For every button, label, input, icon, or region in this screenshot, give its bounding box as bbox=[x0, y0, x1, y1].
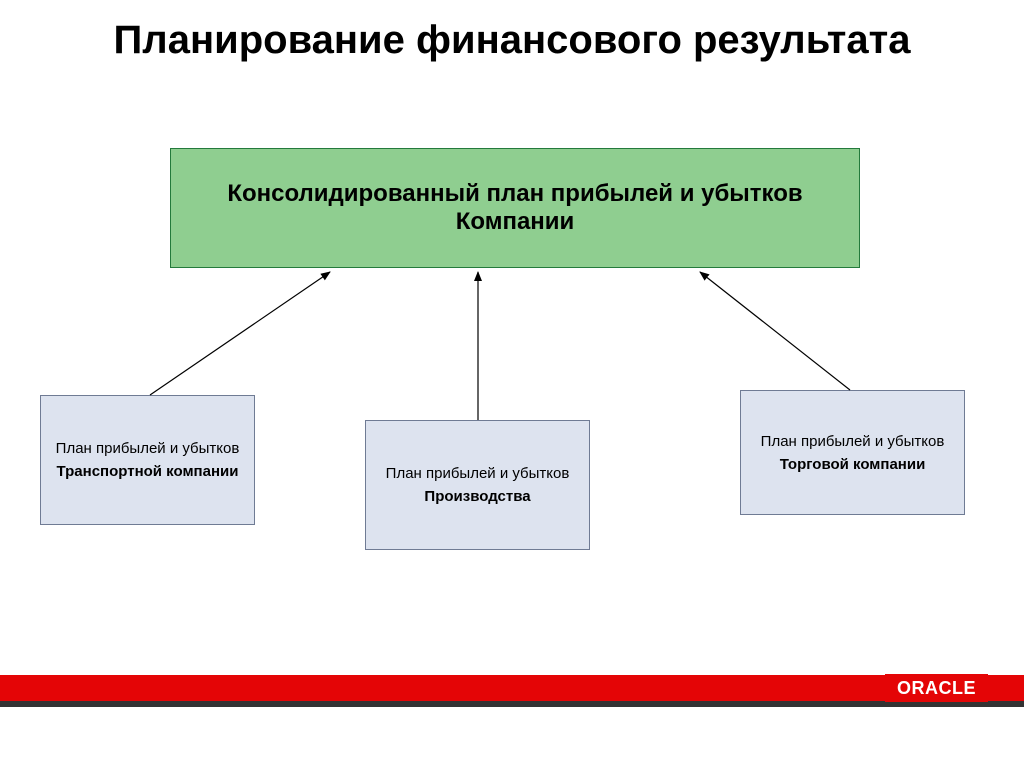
arrows-layer bbox=[0, 0, 1024, 768]
sub-plan-box: План прибылей и убытков Торговой компании bbox=[740, 390, 965, 515]
sub-plan-line1: План прибылей и убытков bbox=[761, 433, 945, 450]
arrow bbox=[150, 272, 330, 395]
slide: { "title": { "text": "Планирование финан… bbox=[0, 0, 1024, 768]
sub-plan-line1: План прибылей и убытков bbox=[386, 465, 570, 482]
sub-plan-line2: Торговой компании bbox=[761, 456, 945, 473]
sub-plan-line2: Транспортной компании bbox=[56, 463, 240, 480]
sub-plan-label: План прибылей и убытков Торговой компании bbox=[755, 427, 951, 479]
sub-plan-line2: Производства bbox=[386, 488, 570, 505]
sub-plan-box: План прибылей и убытков Производства bbox=[365, 420, 590, 550]
arrow bbox=[700, 272, 850, 390]
oracle-logo: ORACLE bbox=[885, 674, 988, 702]
footer-dark-bar bbox=[0, 701, 1024, 707]
consolidated-plan-label: Консолидированный план прибылей и убытко… bbox=[171, 174, 859, 242]
sub-plan-line1: План прибылей и убытков bbox=[56, 440, 240, 457]
sub-plan-box: План прибылей и убытков Транспортной комп… bbox=[40, 395, 255, 525]
consolidated-plan-box: Консолидированный план прибылей и убытко… bbox=[170, 148, 860, 268]
oracle-logo-text: ORACLE bbox=[897, 678, 976, 699]
sub-plan-label: План прибылей и убытков Производства bbox=[380, 459, 576, 511]
sub-plan-label: План прибылей и убытков Транспортной комп… bbox=[50, 434, 246, 486]
slide-title: Планирование финансового результата bbox=[0, 18, 1024, 62]
footer-red-bar bbox=[0, 675, 1024, 701]
